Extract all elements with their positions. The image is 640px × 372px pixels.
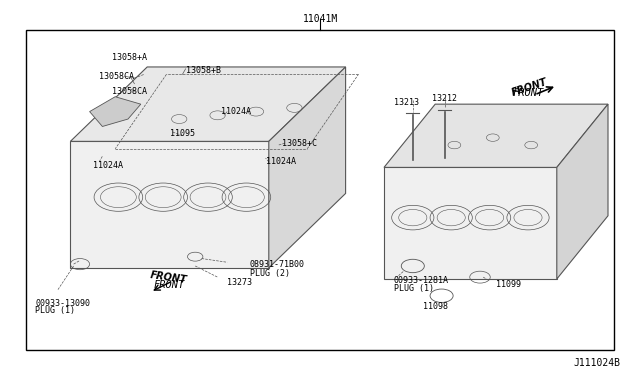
Text: 00933-1281A: 00933-1281A xyxy=(394,276,449,285)
Text: 13058+A: 13058+A xyxy=(112,53,147,62)
Text: 11024A: 11024A xyxy=(221,107,251,116)
Text: 11024A: 11024A xyxy=(266,157,296,166)
Text: FRONT: FRONT xyxy=(513,88,543,98)
Text: PLUG (2): PLUG (2) xyxy=(250,269,290,278)
Text: 11024A: 11024A xyxy=(93,161,123,170)
Text: 13213: 13213 xyxy=(394,98,419,107)
Text: 13273: 13273 xyxy=(227,278,252,287)
Text: 11099: 11099 xyxy=(496,280,521,289)
Bar xyxy=(26,30,614,350)
Text: FRONT: FRONT xyxy=(511,77,549,98)
Text: 11041M: 11041M xyxy=(302,14,338,23)
Text: FRONT: FRONT xyxy=(154,280,185,289)
Text: J111024B: J111024B xyxy=(574,358,621,368)
Polygon shape xyxy=(269,67,346,268)
Text: FRONT: FRONT xyxy=(149,270,188,285)
Polygon shape xyxy=(557,104,608,279)
Text: 13058+B: 13058+B xyxy=(186,66,221,75)
Polygon shape xyxy=(70,141,269,268)
Text: PLUG (1): PLUG (1) xyxy=(394,284,434,293)
Text: 13058CA: 13058CA xyxy=(99,72,134,81)
Text: PLUG (1): PLUG (1) xyxy=(35,306,76,315)
Text: 00933-13090: 00933-13090 xyxy=(35,299,90,308)
Text: 11098: 11098 xyxy=(422,302,448,311)
Polygon shape xyxy=(70,67,346,141)
Polygon shape xyxy=(90,97,141,126)
Polygon shape xyxy=(384,167,557,279)
Text: 13058+C: 13058+C xyxy=(282,139,317,148)
Text: 13212: 13212 xyxy=(432,94,458,103)
Text: 08931-71B00: 08931-71B00 xyxy=(250,260,305,269)
Text: 11095: 11095 xyxy=(170,129,195,138)
Text: 13058CA: 13058CA xyxy=(112,87,147,96)
Polygon shape xyxy=(384,104,608,167)
